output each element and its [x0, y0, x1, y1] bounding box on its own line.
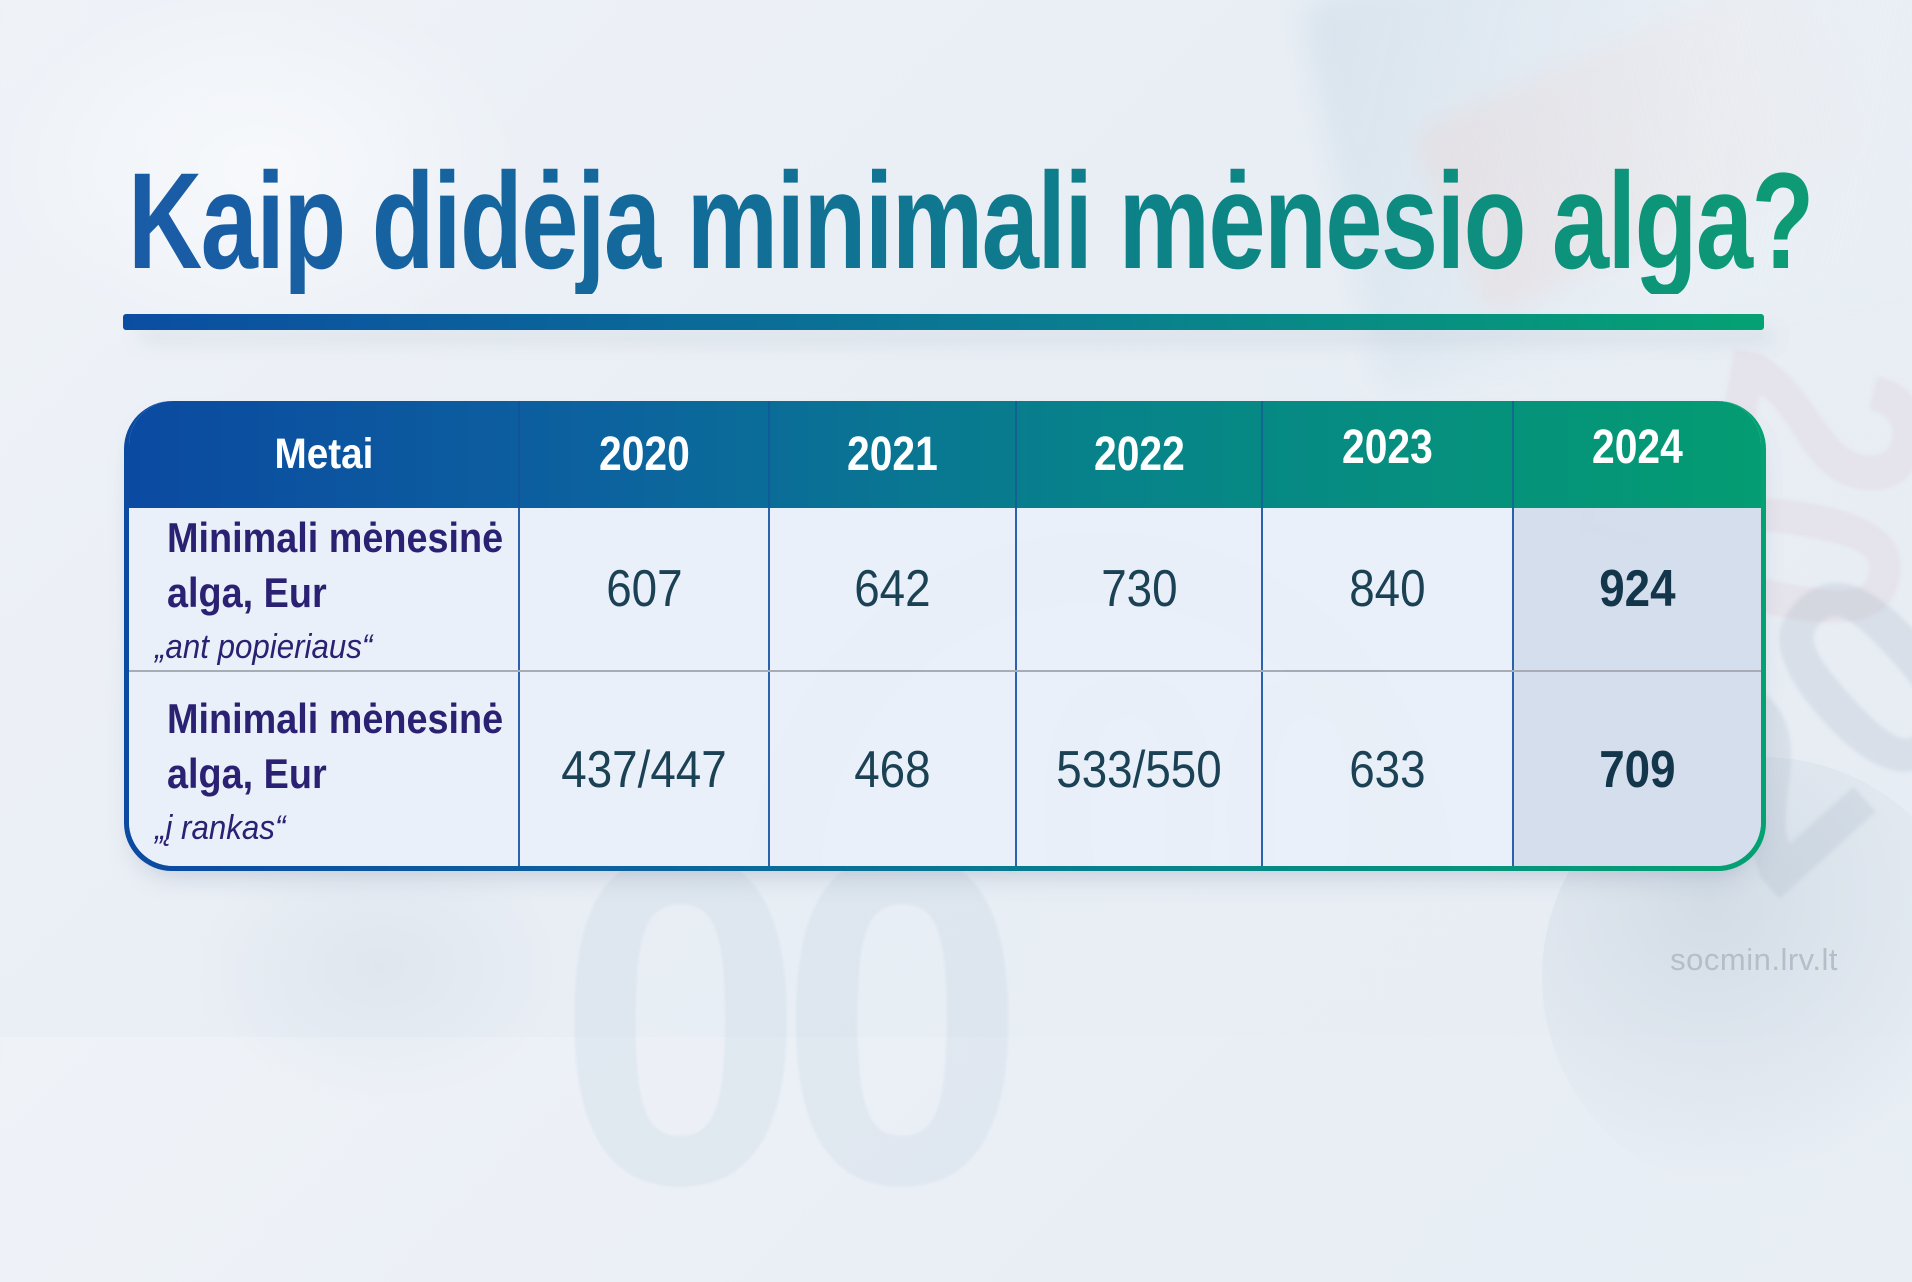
page-title: Kaip didėja minimali mėnesio alga?	[128, 150, 1912, 294]
header-cell-2023: 2023	[1261, 401, 1512, 508]
value-cell-2022-gross: 730	[1015, 508, 1261, 670]
infographic-page: { "title": { "text": "Kaip didėja minima…	[0, 0, 1912, 1254]
value-cell-2021-net: 468	[768, 672, 1015, 866]
page-title-text: Kaip didėja minimali mėnesio alga?	[128, 145, 1814, 298]
header-label: 2021	[847, 428, 938, 481]
row-label-line: Minimali mėnesinė	[167, 514, 504, 562]
header-cell-2024: 2024	[1512, 401, 1761, 508]
value-text: 642	[854, 560, 931, 618]
header-label: Metai	[274, 430, 373, 478]
row-label-gross: Minimali mėnesinė alga, Eur „ant popieri…	[129, 508, 518, 670]
value-cell-2020-net: 437/447	[518, 672, 768, 866]
title-underline	[123, 314, 1764, 330]
row-label-net: Minimali mėnesinė alga, Eur „į rankas“	[129, 672, 518, 866]
banknote-digits-decoration: 00	[556, 757, 1027, 1282]
row-label-line: alga, Eur	[167, 750, 327, 797]
header-label: 2024	[1592, 421, 1683, 474]
wage-table: 00 E Metai 2020 2021 2022 2023 2024 Mini…	[124, 401, 1766, 871]
header-cell-metai: Metai	[129, 401, 518, 508]
value-cell-2023-gross: 840	[1261, 508, 1512, 670]
row-label-note: „ant popieriaus“	[155, 627, 373, 666]
value-cell-2022-net: 533/550	[1015, 672, 1261, 866]
value-cell-2024-gross: 924	[1512, 508, 1761, 670]
table-row-net: Minimali mėnesinė alga, Eur „į rankas“ 4…	[129, 670, 1761, 866]
site-watermark: socmin.lrv.lt	[1670, 942, 1838, 977]
header-label: 2022	[1093, 428, 1185, 481]
value-cell-2020-gross: 607	[518, 508, 768, 670]
value-text: 607	[605, 560, 683, 618]
header-cell-2021: 2021	[768, 401, 1015, 508]
row-label-line: alga, Eur	[167, 569, 327, 616]
row-label-line: Minimali mėnesinė	[167, 695, 504, 743]
table-row-gross: Minimali mėnesinė alga, Eur „ant popieri…	[129, 508, 1761, 670]
value-text: 924	[1599, 560, 1676, 618]
header-label: 2023	[1342, 421, 1433, 474]
value-text: 533/550	[1056, 741, 1222, 799]
value-text: 633	[1349, 741, 1426, 799]
value-cell-2024-net: 709	[1512, 672, 1761, 866]
header-cell-2020: 2020	[518, 401, 768, 508]
header-cell-2022: 2022	[1015, 401, 1261, 508]
value-text: 468	[854, 741, 931, 799]
row-label-note: „į rankas“	[155, 808, 286, 847]
value-text: 840	[1349, 560, 1426, 618]
value-text: 709	[1599, 741, 1676, 799]
wage-table-inner: 00 E Metai 2020 2021 2022 2023 2024 Mini…	[129, 401, 1761, 866]
value-text: 730	[1100, 560, 1178, 618]
table-header-row: Metai 2020 2021 2022 2023 2024	[129, 401, 1761, 508]
value-cell-2023-net: 633	[1261, 672, 1512, 866]
value-cell-2021-gross: 642	[768, 508, 1015, 670]
value-text: 437/447	[561, 741, 727, 799]
header-label: 2020	[598, 428, 690, 481]
